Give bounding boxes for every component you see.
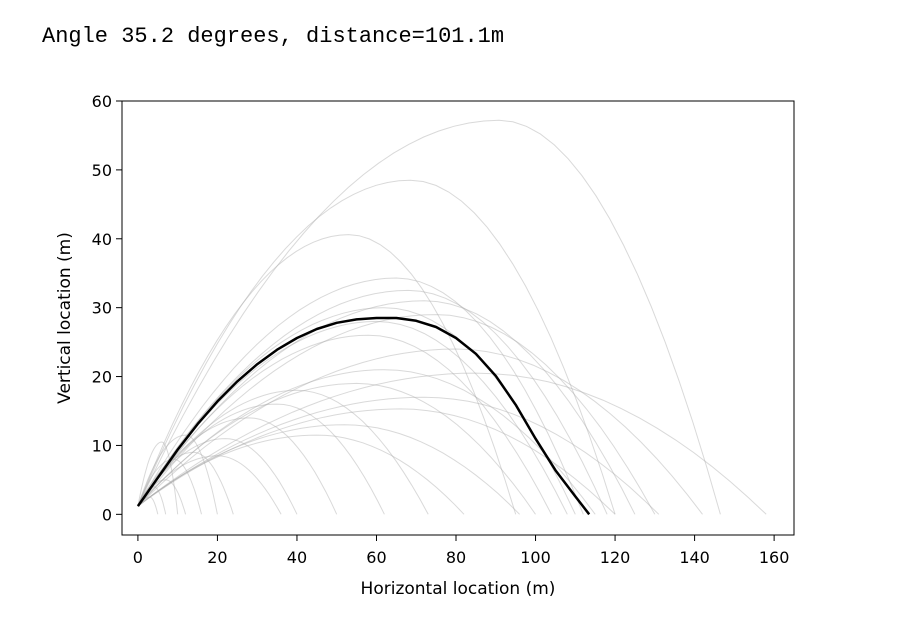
background-trajectory-line	[137, 434, 465, 515]
background-trajectory-line	[137, 403, 385, 515]
y-tick-label: 30	[92, 299, 112, 318]
x-tick-label: 100	[520, 548, 551, 567]
background-trajectory-line	[137, 307, 576, 515]
background-trajectory-line	[137, 408, 616, 515]
x-tick-label: 40	[287, 548, 307, 567]
background-trajectory-line	[137, 424, 520, 515]
background-trajectory-line	[137, 119, 721, 515]
background-trajectory-line	[137, 396, 660, 515]
y-tick-label: 40	[92, 230, 112, 249]
background-trajectory-line	[137, 348, 703, 515]
background-trajectory-line	[137, 300, 636, 515]
y-tick-label: 10	[92, 436, 112, 455]
background-trajectory-line	[137, 369, 596, 515]
x-tick-label: 120	[600, 548, 631, 567]
background-trajectory-line	[137, 277, 584, 515]
y-tick-label: 0	[102, 505, 112, 524]
y-tick-label: 50	[92, 161, 112, 180]
x-tick-label: 60	[366, 548, 386, 567]
y-tick-label: 60	[92, 92, 112, 111]
x-axis: 0 20 40 60 80 100 120 140 160	[133, 535, 790, 567]
background-trajectory-line	[137, 434, 218, 515]
background-trajectory-line	[137, 372, 767, 515]
background-trajectory-line	[137, 234, 517, 515]
plot-frame	[121, 100, 795, 536]
background-trajectory-line	[137, 382, 536, 515]
y-axis: 0 10 20 30 40 50 60	[92, 92, 122, 524]
y-axis-label: Vertical location (m)	[55, 232, 75, 404]
highlighted-trajectory	[136, 316, 591, 516]
background-trajectory-line	[137, 441, 179, 515]
x-axis-label: Horizontal location (m)	[361, 579, 556, 599]
background-trajectory-line	[137, 289, 608, 515]
background-trajectories	[137, 119, 767, 515]
background-trajectory-line	[137, 179, 616, 515]
x-tick-label: 20	[207, 548, 227, 567]
highlight-trajectory-line	[136, 316, 591, 516]
background-trajectory-line	[137, 334, 552, 515]
background-trajectory-line	[137, 451, 234, 515]
y-tick-label: 20	[92, 368, 112, 387]
x-tick-label: 80	[446, 548, 466, 567]
background-trajectory-line	[137, 389, 429, 515]
background-trajectory-line	[137, 455, 282, 515]
background-trajectory-line	[137, 438, 298, 515]
output-text: Angle 35.2 degrees, distance=101.1m	[42, 24, 505, 49]
x-tick-label: 160	[759, 548, 790, 567]
background-trajectory-line	[137, 458, 202, 515]
x-tick-label: 0	[133, 548, 143, 567]
x-tick-label: 140	[679, 548, 710, 567]
background-trajectory-line	[137, 314, 656, 515]
